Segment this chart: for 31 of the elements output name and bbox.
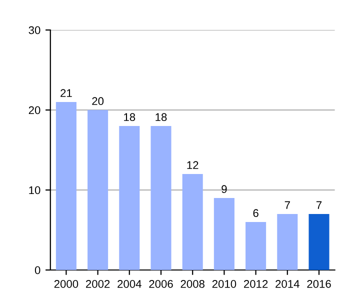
data-label: 18: [156, 113, 167, 122]
x-tick-label: 2008: [180, 280, 204, 288]
bar: [182, 174, 203, 270]
x-tick-label: 2014: [276, 280, 300, 288]
bar: [119, 126, 140, 270]
y-tick-label: 10: [29, 186, 40, 194]
x-tick-label: 2012: [244, 280, 268, 288]
x-tick-label: 2016: [307, 280, 331, 288]
data-label: 6: [253, 209, 258, 218]
data-label: 12: [187, 161, 198, 169]
bar: [308, 214, 330, 270]
bar: [214, 198, 234, 270]
y-tick-label: 0: [34, 266, 40, 274]
bar: [277, 214, 298, 270]
bar: [246, 222, 266, 270]
y-tick-label: 20: [28, 106, 40, 114]
data-label: 7: [284, 201, 290, 209]
y-tick-label: 30: [28, 26, 40, 34]
data-label: 18: [124, 113, 136, 122]
x-tick-label: 2000: [54, 280, 78, 288]
bar: [56, 102, 76, 270]
data-label: 7: [316, 201, 322, 209]
data-label: 20: [92, 97, 104, 106]
x-tick-label: 2006: [149, 280, 173, 288]
data-label: 9: [222, 185, 227, 194]
x-tick-label: 2010: [212, 280, 236, 288]
bar: [150, 126, 172, 270]
bar: [88, 110, 108, 270]
x-tick-label: 2004: [118, 280, 142, 288]
data-label: 21: [60, 89, 72, 97]
x-tick-label: 2002: [86, 280, 110, 288]
